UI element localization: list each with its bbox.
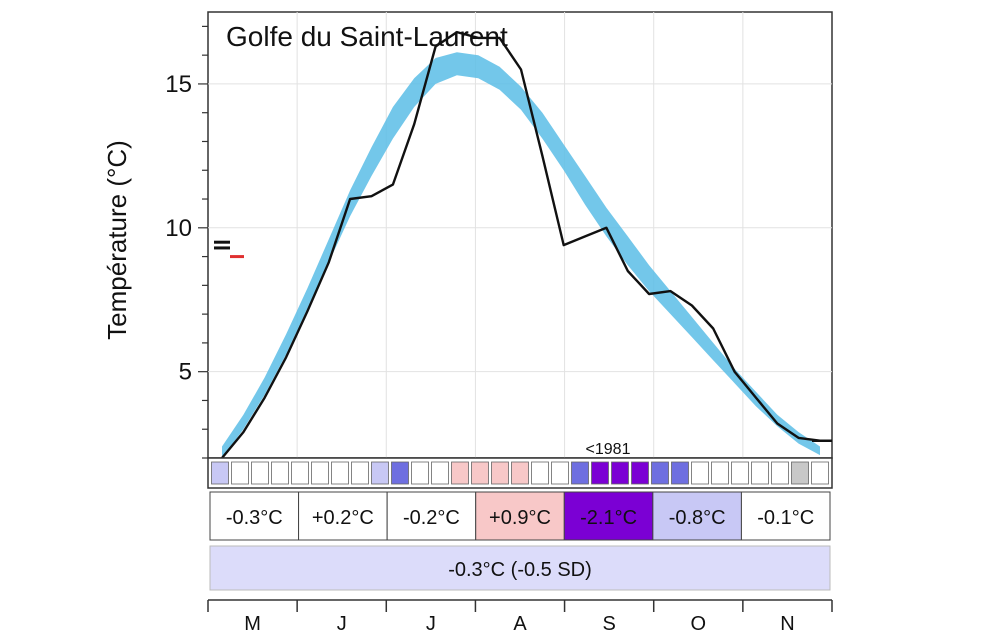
monthly-anomaly-label: +0.9°C xyxy=(489,507,551,529)
month-label: S xyxy=(602,613,615,635)
weekly-cell xyxy=(371,461,389,485)
y-axis-label: Température (°C) xyxy=(102,140,132,340)
monthly-anomaly-label: -0.2°C xyxy=(403,507,460,529)
weekly-cell xyxy=(711,461,729,485)
seasonal-bar-fill xyxy=(209,545,831,591)
weekly-cell xyxy=(511,461,529,485)
weekly-cell xyxy=(571,461,589,485)
seasonal-anomaly-label: -0.3°C (-0.5 SD) xyxy=(448,559,592,581)
weekly-cell xyxy=(671,461,689,485)
weekly-cell xyxy=(811,461,829,485)
monthly-anomaly-label: -0.8°C xyxy=(669,507,726,529)
weekly-cell xyxy=(531,461,549,485)
y-tick-label: 10 xyxy=(165,215,192,242)
monthly-cell xyxy=(298,491,388,541)
observed-line xyxy=(221,30,821,459)
monthly-cell xyxy=(386,491,477,541)
weekly-cell xyxy=(651,461,669,485)
weekly-cell xyxy=(771,461,789,485)
monthly-anomaly-label: -0.1°C xyxy=(757,507,814,529)
weekly-cell xyxy=(791,461,809,485)
month-label: N xyxy=(780,613,794,635)
monthly-anomaly-label: +0.2°C xyxy=(312,507,374,529)
monthly-cell xyxy=(475,491,565,541)
month-label: A xyxy=(513,613,527,635)
grid xyxy=(208,12,832,458)
climatology-band xyxy=(222,52,820,459)
y-tick-label: 5 xyxy=(179,359,192,386)
weekly-cell xyxy=(291,461,309,485)
weekly-cell xyxy=(411,461,429,485)
weekly-cell xyxy=(311,461,329,485)
weekly-cell xyxy=(551,461,569,485)
weekly-cell xyxy=(251,461,269,485)
monthly-cell xyxy=(652,491,742,541)
weekly-cell xyxy=(751,461,769,485)
chart-title: Golfe du Saint-Laurent xyxy=(226,21,508,52)
y-axis: 5 10 15 xyxy=(165,25,208,459)
monthly-cell xyxy=(563,491,654,541)
monthly-anomaly-label: -0.3°C xyxy=(226,507,283,529)
month-label: O xyxy=(691,613,707,635)
observed-series xyxy=(221,30,832,459)
weekly-cells xyxy=(211,461,829,485)
weekly-cell xyxy=(631,461,649,485)
weekly-cell xyxy=(351,461,369,485)
weekly-cell xyxy=(271,461,289,485)
main-plot: 5 10 15 Golfe du Saint-Laurent Température… xyxy=(102,11,833,459)
climatology-band-area xyxy=(222,52,820,459)
weekly-cell xyxy=(211,461,229,485)
weekly-cell xyxy=(331,461,349,485)
weekly-cell xyxy=(691,461,709,485)
weekly-cell xyxy=(591,461,609,485)
left-marks xyxy=(214,240,244,259)
weekly-cell xyxy=(231,461,249,485)
monthly-anomaly-row: -0.3°C +0.2°C -0.2°C +0.9°C -2.1°C -0.8°C -0.1… xyxy=(209,491,831,541)
monthly-cell xyxy=(740,491,831,541)
month-label: J xyxy=(337,613,347,635)
weekly-cell xyxy=(731,461,749,485)
plot-frame xyxy=(207,11,833,459)
weekly-cell xyxy=(491,461,509,485)
weekly-cell xyxy=(391,461,409,485)
weekly-anomaly-strip: <1981 xyxy=(207,441,833,489)
week-note: <1981 xyxy=(586,441,631,458)
weekly-cell xyxy=(611,461,629,485)
monthly-cell xyxy=(209,491,300,541)
monthly-anomaly-label: -2.1°C xyxy=(580,507,637,529)
weekly-cell xyxy=(451,461,469,485)
seasonal-anomaly-bar: -0.3°C (-0.5 SD) xyxy=(209,545,831,591)
month-label: J xyxy=(426,613,436,635)
weekly-cell xyxy=(471,461,489,485)
month-label: M xyxy=(244,613,261,635)
weekly-cell xyxy=(431,461,449,485)
y-tick-label: 15 xyxy=(165,71,192,98)
